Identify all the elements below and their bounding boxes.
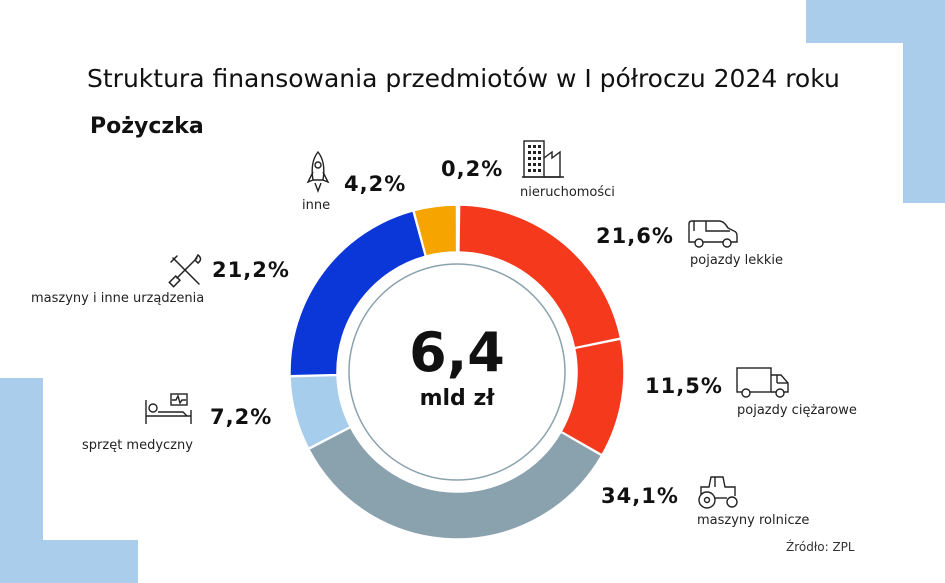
slice-inne bbox=[413, 204, 458, 257]
category-label-pojazdy-ciezarowe: pojazdy ciężarowe bbox=[737, 403, 857, 418]
hospital-bed-icon bbox=[145, 393, 192, 424]
chart-subtitle: Pożyczka bbox=[90, 114, 204, 139]
category-label-maszyny-rolnicze: maszyny rolnicze bbox=[697, 513, 810, 528]
building-icon bbox=[522, 140, 564, 178]
category-label-nieruchomosci: nieruchomości bbox=[520, 185, 615, 200]
category-label-sprzet-medyczny: sprzęt medyczny bbox=[82, 438, 193, 453]
decor-block-bottom-left-2 bbox=[0, 540, 138, 583]
slice-pojazdy-lekkie bbox=[458, 204, 622, 349]
decor-block-top-right-2 bbox=[903, 0, 945, 203]
value-label-pojazdy-ciezarowe: 11,5% bbox=[645, 374, 723, 398]
tools-icon bbox=[168, 253, 202, 288]
value-label-nieruchomosci: 0,2% bbox=[441, 157, 504, 181]
slice-maszyny-i-inne-urządzenia bbox=[289, 209, 427, 377]
slice-sprzęt-medyczny bbox=[289, 374, 352, 450]
center-total-unit: mld zł bbox=[419, 386, 495, 411]
value-label-inne: 4,2% bbox=[344, 172, 407, 196]
category-label-inne: inne bbox=[302, 198, 331, 213]
slice-pojazdy-ciężarowe bbox=[560, 338, 625, 456]
value-label-maszyny-rolnicze: 34,1% bbox=[601, 484, 679, 508]
inner-circle-outline bbox=[348, 263, 566, 481]
van-icon bbox=[688, 220, 738, 248]
tractor-icon bbox=[698, 476, 738, 509]
value-label-maszyny-i-inne-urzadzenia: 21,2% bbox=[212, 258, 290, 282]
chart-title: Struktura finansowania przedmiotów w I p… bbox=[87, 64, 840, 93]
center-total-value: 6,4 bbox=[409, 321, 505, 384]
source-note: Źródło: ZPL bbox=[786, 540, 855, 554]
slice-maszyny-rolnicze bbox=[307, 426, 603, 540]
category-label-pojazdy-lekkie: pojazdy lekkie bbox=[690, 253, 783, 268]
rocket-icon bbox=[306, 150, 330, 193]
value-label-pojazdy-lekkie: 21,6% bbox=[596, 224, 674, 248]
value-label-sprzet-medyczny: 7,2% bbox=[210, 405, 273, 429]
truck-icon bbox=[736, 367, 789, 398]
category-label-maszyny-i-inne-urzadzenia: maszyny i inne urządzenia bbox=[31, 291, 205, 306]
